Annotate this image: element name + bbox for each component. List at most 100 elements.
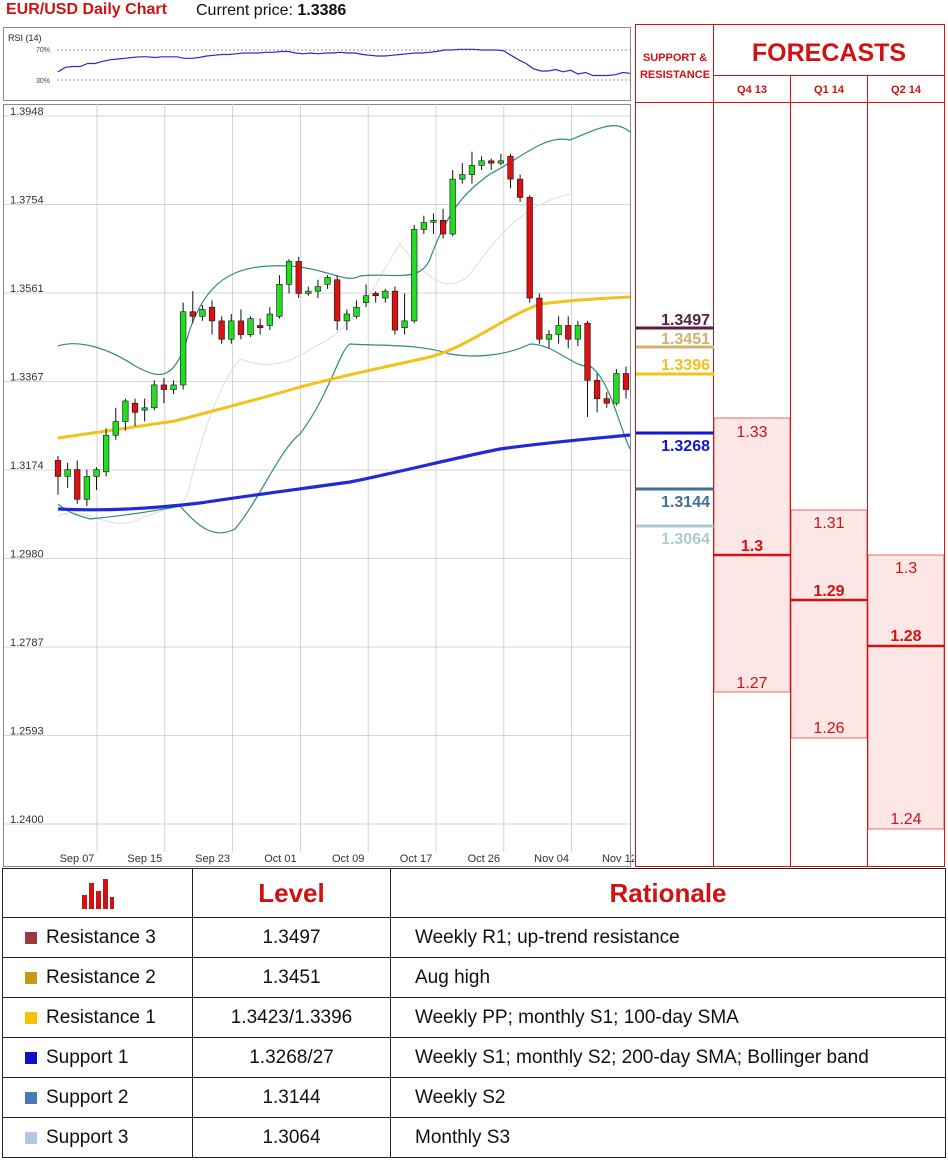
y-axis-labels: 1.3948 1.3754 1.3561 1.3367 1.3174 1.2980 1.27… — [10, 106, 44, 826]
levels-table: Level Rationale Resistance 3 1.3497 Week… — [2, 868, 946, 1158]
level-value: 1.3451 — [192, 957, 391, 998]
level-name: Support 2 — [2, 1077, 193, 1118]
candle — [594, 373, 601, 413]
x-tick-label: Sep 15 — [127, 853, 162, 865]
candle — [497, 153, 504, 166]
forecast-high: 1.31 — [813, 515, 844, 532]
forecast-median: 1.3 — [741, 538, 763, 555]
y-tick-label: 1.2787 — [10, 637, 44, 649]
rsi-label: RSI (14) — [8, 33, 42, 43]
candle — [420, 215, 427, 234]
candle — [257, 318, 264, 335]
forecast-panel: SUPPORT & RESISTANCE FORECASTS Q4 13 Q1 … — [635, 24, 945, 867]
candle — [545, 330, 553, 349]
x-tick-label: Sep 23 — [195, 853, 230, 865]
candle — [324, 275, 331, 289]
candle — [372, 291, 379, 303]
sma-200-line — [57, 433, 631, 512]
sr-header-line1: SUPPORT & — [643, 52, 707, 64]
candle — [517, 174, 524, 202]
table-row: Resistance 1 1.3423/1.3396 Weekly PP; mo… — [2, 997, 946, 1038]
bollinger-lower-line — [57, 343, 631, 534]
level-label: 1.3451 — [661, 331, 710, 348]
level-name: Support 3 — [2, 1117, 193, 1158]
table-header-level: Level — [192, 868, 391, 918]
candle — [189, 291, 196, 324]
current-price-value: 1.3386 — [297, 2, 347, 19]
table-row: Support 3 1.3064 Monthly S3 — [2, 1117, 946, 1158]
forecast-period-label: Q1 14 — [814, 84, 845, 96]
candle — [285, 259, 293, 294]
x-axis-labels: Sep 07 Sep 15 Sep 23 Oct 01 Oct 09 Oct 17 Oct … — [60, 853, 634, 865]
candle — [266, 307, 273, 331]
forecast-range-q2-14 — [867, 554, 945, 830]
x-tick-label: Oct 01 — [264, 853, 296, 865]
level-swatch — [25, 1131, 37, 1144]
x-tick-label: Oct 26 — [468, 853, 500, 865]
candle — [199, 304, 206, 321]
candle — [488, 158, 495, 170]
level-name: Support 1 — [2, 1037, 193, 1078]
forecast-low: 1.24 — [890, 811, 921, 828]
candle — [64, 462, 71, 488]
candle — [613, 368, 620, 406]
candle — [334, 275, 341, 331]
level-name-text: Resistance 3 — [46, 926, 156, 948]
forecasts-title: FORECASTS — [752, 39, 906, 67]
forecast-median: 1.29 — [813, 583, 844, 600]
candle — [305, 286, 312, 296]
x-tick-label: Sep 07 — [60, 853, 95, 865]
level-label: 1.3144 — [661, 494, 710, 511]
candle — [536, 293, 543, 344]
table-row: Resistance 3 1.3497 Weekly R1; up-trend … — [2, 917, 946, 958]
level-swatch — [25, 1011, 37, 1024]
level-rationale: Weekly S2 — [390, 1077, 946, 1118]
candle — [151, 380, 158, 411]
candle — [141, 398, 148, 422]
table-header-icon-cell — [2, 868, 193, 918]
y-tick-label: 1.3561 — [10, 283, 44, 295]
rsi-lower-label: 30% — [36, 78, 50, 85]
chart-header: EUR/USD Daily Chart Current price: 1.338… — [0, 0, 630, 24]
candle — [382, 288, 389, 303]
forecast-period-label: Q2 14 — [891, 84, 922, 96]
current-price: Current price: 1.3386 — [196, 2, 346, 20]
candle — [122, 398, 129, 431]
table-header-row: Level Rationale — [2, 868, 946, 918]
sma-20-line — [57, 193, 571, 524]
candle — [112, 407, 119, 440]
candle — [468, 151, 476, 184]
level-name-text: Resistance 1 — [46, 1006, 156, 1028]
rsi-line — [57, 48, 631, 77]
price-chart: 1.3948 1.3754 1.3561 1.3367 1.3174 1.2980 1.27… — [3, 104, 634, 867]
candle — [353, 300, 360, 319]
candle — [430, 213, 437, 234]
bar-chart-icon — [81, 879, 114, 909]
candle — [131, 398, 139, 427]
candle — [343, 309, 350, 331]
level-rationale: Weekly R1; up-trend resistance — [390, 917, 946, 958]
candle — [439, 208, 447, 239]
forecast-low: 1.27 — [736, 675, 767, 692]
y-tick-label: 1.2400 — [10, 814, 44, 826]
candle — [391, 286, 399, 335]
level-value: 1.3423/1.3396 — [192, 997, 391, 1038]
level-name-text: Support 1 — [46, 1046, 129, 1068]
candle — [622, 366, 630, 399]
x-tick-label: Oct 09 — [332, 853, 364, 865]
level-name-text: Support 2 — [46, 1086, 129, 1108]
y-tick-label: 1.3174 — [10, 460, 44, 472]
level-rationale: Weekly PP; monthly S1; 100-day SMA — [390, 997, 946, 1038]
level-name-text: Support 3 — [46, 1126, 129, 1148]
sr-header-line2: RESISTANCE — [640, 69, 710, 81]
y-tick-label: 1.2593 — [10, 726, 44, 738]
level-name-text: Resistance 2 — [46, 966, 156, 988]
candle — [54, 455, 62, 495]
candles — [54, 151, 630, 507]
candle — [295, 256, 302, 299]
rsi-upper-label: 70% — [36, 47, 50, 54]
level-label: 1.3268 — [661, 438, 710, 455]
candle — [449, 169, 456, 237]
chart-title: EUR/USD Daily Chart — [6, 1, 167, 18]
forecast-median: 1.28 — [890, 628, 921, 645]
